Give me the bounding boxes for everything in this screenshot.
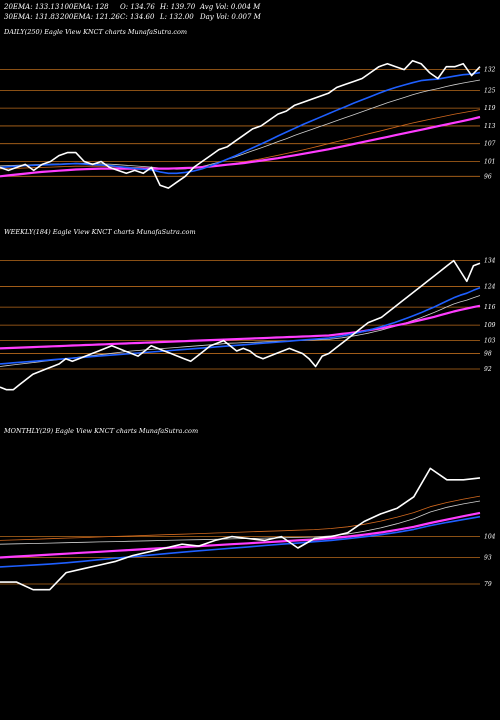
daily-tick-label: 125 [484, 87, 496, 94]
monthly-tick-label: 79 [484, 581, 492, 588]
monthly-tick-label: 104 [484, 534, 496, 541]
stat-30ema: 30EMA: 131.83 [4, 13, 60, 21]
stat-high: H: 139.70 [159, 3, 196, 11]
daily-panel-title: DAILY(250) Eagle View KNCT charts Munafa… [3, 28, 187, 36]
weekly-ema-magenta-line [0, 304, 481, 350]
stat-avg-vol: Avg Vol: 0.004 M [199, 3, 261, 11]
stat-100ema: 100EMA: 128 [60, 3, 109, 11]
daily-ema-magenta-line [0, 115, 481, 178]
weekly-tick-label: 98 [484, 351, 492, 358]
monthly-ema-gray-line [0, 500, 481, 545]
stat-open: O: 134.76 [120, 3, 155, 11]
stat-low: L: 132.00 [159, 13, 194, 21]
monthly-ema-orange-line [0, 495, 481, 541]
daily-tick-label: 132 [484, 67, 496, 74]
stat-200ema: 200EMA: 121.26 [59, 13, 120, 21]
stat-20ema: 20EMA: 133.13 [3, 3, 60, 11]
weekly-tick-label: 103 [484, 338, 496, 345]
monthly-ema-magenta-line [0, 511, 481, 559]
daily-tick-label: 96 [484, 173, 492, 180]
weekly-tick-label: 109 [484, 322, 496, 329]
monthly-ema-blue-line [0, 515, 481, 568]
header-stats: 20EMA: 133.13 100EMA: 128 O: 134.76 H: 1… [3, 3, 262, 21]
monthly-panel-title: MONTHLY(29) Eagle View KNCT charts Munaf… [3, 427, 198, 435]
weekly-tick-label: 116 [484, 304, 496, 311]
weekly-tick-label: 124 [484, 283, 496, 290]
daily-ema-blue-line [0, 71, 481, 175]
daily-tick-label: 107 [484, 141, 496, 148]
stat-close: C: 134.60 [120, 13, 155, 21]
weekly-tick-label: 92 [484, 366, 492, 373]
daily-tick-label: 119 [484, 105, 496, 112]
daily-tick-label: 101 [484, 158, 495, 165]
daily-tick-label: 113 [484, 123, 496, 130]
daily-price-line [0, 59, 481, 189]
monthly-panel: 104 93 79 [0, 467, 496, 591]
weekly-tick-label: 134 [484, 258, 496, 265]
weekly-panel-title: WEEKLY(184) Eagle View KNCT charts Munaf… [4, 228, 196, 236]
weekly-price-line [0, 259, 481, 391]
stat-day-vol: Day Vol: 0.007 M [199, 13, 262, 21]
monthly-tick-label: 93 [484, 554, 492, 561]
daily-panel: 132 125 119 113 107 101 96 [0, 59, 496, 189]
monthly-price-line [0, 467, 481, 591]
weekly-panel: 134 124 116 109 103 98 92 [0, 258, 496, 391]
